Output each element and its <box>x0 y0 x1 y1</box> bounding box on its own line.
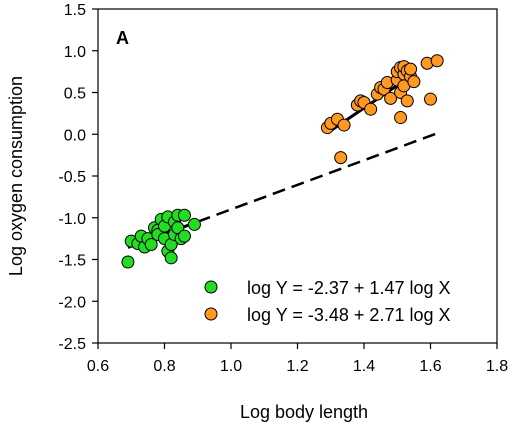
data-point-green <box>164 251 178 265</box>
x-tick-label: 1.0 <box>220 358 242 375</box>
legend-label-green: log Y = -2.37 + 1.47 log X <box>247 278 451 298</box>
data-point-orange <box>430 54 444 68</box>
data-point-orange <box>424 92 437 106</box>
legend-marker-orange <box>204 307 218 321</box>
x-axis-title: Log body length <box>240 402 368 422</box>
x-tick-label: 1.4 <box>353 358 375 375</box>
legend: log Y = -2.37 + 1.47 log X log Y = -3.48… <box>204 278 451 325</box>
data-point-orange <box>364 102 378 116</box>
x-tick-label: 1.6 <box>419 358 441 375</box>
x-tick-label: 0.8 <box>153 358 175 375</box>
legend-marker-green <box>204 280 218 294</box>
y-tick-label: 1.0 <box>64 44 86 61</box>
y-tick-label: 0.5 <box>64 86 86 103</box>
panel-label: A <box>116 28 129 48</box>
legend-label-orange: log Y = -3.48 + 2.71 log X <box>247 305 451 325</box>
y-tick-label: -0.5 <box>58 169 86 186</box>
data-points <box>121 54 444 269</box>
data-point-orange <box>407 75 421 89</box>
data-point-green <box>187 217 201 231</box>
y-tick-label: -1.0 <box>58 211 86 228</box>
data-point-orange <box>337 118 351 132</box>
data-point-orange <box>400 94 414 108</box>
x-tick-label: 1.8 <box>486 358 508 375</box>
y-tick-label: -1.5 <box>58 253 86 270</box>
y-tick-label: -2.0 <box>58 294 86 311</box>
y-axis-title: Log oxygen consumption <box>6 76 26 276</box>
y-axis: -2.5 -2.0 -1.5 -1.0 -0.5 0.0 0.5 1.0 1.5 <box>58 2 98 353</box>
data-point-orange <box>404 62 418 76</box>
extrapolation-dashed-line <box>197 132 438 223</box>
x-tick-label: 1.2 <box>286 358 308 375</box>
data-point-green <box>121 255 135 269</box>
data-point-orange <box>384 91 398 105</box>
data-point-orange <box>394 111 408 125</box>
y-tick-label: -2.5 <box>58 336 86 353</box>
data-point-orange <box>334 151 348 165</box>
y-tick-label: 1.5 <box>64 2 86 19</box>
x-tick-label: 0.6 <box>87 358 109 375</box>
x-axis: 0.6 0.8 1.0 1.2 1.4 1.6 1.8 <box>87 343 508 375</box>
data-point-green <box>177 208 191 222</box>
data-point-green <box>144 237 158 251</box>
y-tick-label: 0.0 <box>64 127 86 144</box>
data-point-green <box>177 229 191 243</box>
